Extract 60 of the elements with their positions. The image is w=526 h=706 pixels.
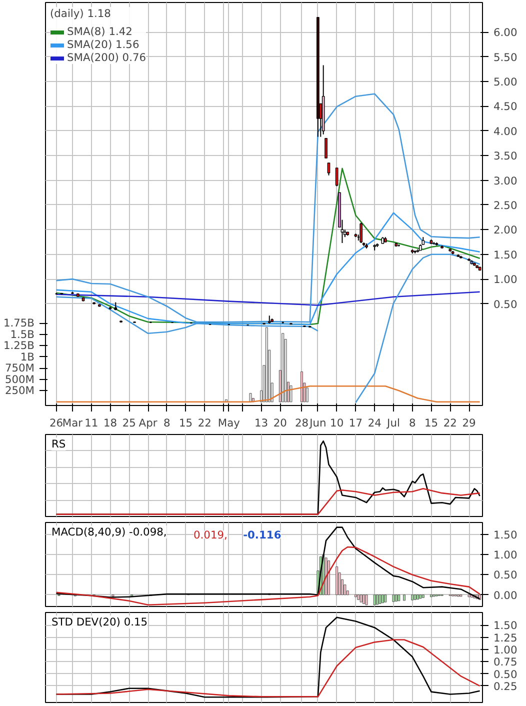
y2-tick-label: 1.25B (3, 339, 35, 352)
y-tick-label: 1.00 (494, 273, 518, 286)
x-tick-label: 24 (368, 416, 382, 430)
y2-tick-label: 250M (4, 384, 35, 398)
x-tick-label: 8 (164, 416, 170, 430)
x-tick-label: 26 (50, 416, 64, 430)
x-tick-label: 22 (443, 416, 457, 430)
y-tick-label: 0.75 (494, 656, 518, 669)
text: RS (52, 438, 66, 450)
x-tick-label: 28 (294, 416, 309, 430)
y-tick-label: 2.50 (494, 198, 518, 212)
x-tick-label: Jun (308, 416, 326, 430)
y-tick-label: 3.50 (494, 150, 518, 163)
x-tick-label: 29 (462, 416, 476, 430)
x-tick-label: 18 (103, 416, 118, 430)
text: MACD(8,40,9) -0.098, (52, 526, 167, 538)
y-tick-label: 1.50 (494, 528, 518, 542)
x-tick-label: Jul (386, 416, 400, 430)
x-tick-label: 15 (178, 416, 193, 430)
y-tick-label: 5.50 (494, 50, 518, 64)
text: (daily) 1.18 (50, 7, 112, 20)
y-tick-label: 3.00 (494, 174, 518, 188)
legend-label: SMA(20) 1.56 (67, 38, 140, 51)
y-tick-label: 1.00 (494, 643, 518, 656)
x-tick-label: 22 (198, 416, 212, 430)
text: STD DEV(20) 0.15 (52, 616, 148, 628)
y-tick-label: 4.00 (494, 124, 518, 138)
x-tick-label: 17 (348, 416, 362, 430)
x-tick-label: May (218, 416, 240, 430)
legend-label: SMA(200) 0.76 (67, 51, 146, 64)
y2-tick-label: 500M (4, 372, 35, 386)
y-tick-label: 1.25 (494, 631, 518, 644)
y-tick-label: 0.50 (494, 298, 518, 311)
y-tick-label: 5.00 (494, 76, 518, 89)
y-tick-label: 0.00 (494, 588, 518, 602)
y-tick-label: 4.50 (494, 100, 518, 114)
y2-tick-label: 750M (4, 362, 35, 375)
x-tick-label: 20 (273, 416, 288, 430)
y2-tick-label: 1B (20, 350, 35, 364)
y-tick-label: 0.50 (494, 568, 518, 582)
x-tick-label: 11 (84, 416, 98, 430)
x-tick-label: 10 (330, 416, 344, 430)
y2-tick-label: 1.75B (3, 316, 35, 330)
x-tick-label: Apr (138, 416, 158, 430)
x-tick-label: 13 (254, 416, 268, 430)
y2-tick-label: 1.5B (10, 328, 35, 341)
x-tick-label: 25 (122, 416, 136, 430)
y-tick-label: 0.50 (494, 668, 518, 681)
x-tick-label: 8 (408, 416, 416, 430)
y-tick-label: 1.50 (494, 619, 518, 632)
y-tick-label: 1.50 (494, 248, 518, 262)
x-tick-label: 15 (424, 416, 438, 430)
text: 0.019, (194, 528, 228, 542)
y-tick-label: 1.00 (494, 548, 518, 562)
x-tick-label: Mar (62, 416, 84, 430)
legend-label: SMA(8) 1.42 (67, 25, 132, 38)
annotation: -0.116 (243, 528, 282, 542)
y-tick-label: 6.00 (494, 26, 518, 40)
y-tick-label: 2.00 (494, 224, 518, 237)
y-tick-label: 0.25 (494, 680, 518, 693)
